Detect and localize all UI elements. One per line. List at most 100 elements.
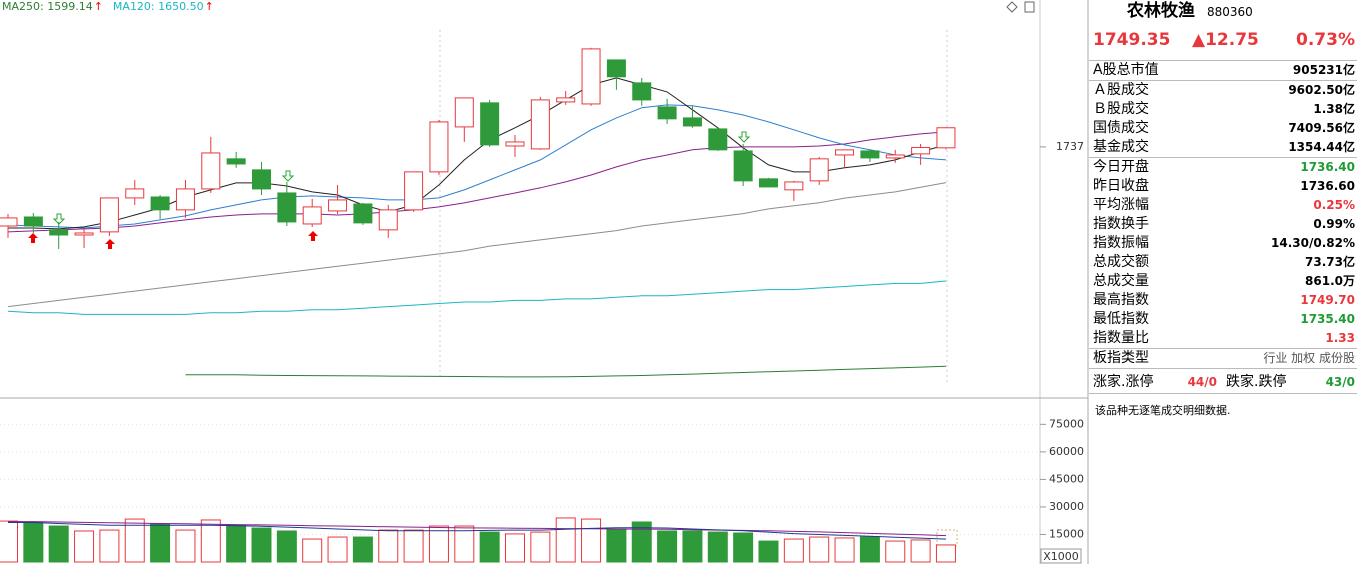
toolbar-icons[interactable]: [1006, 1, 1035, 13]
buy-signal: [105, 239, 115, 249]
label: 板指类型: [1093, 350, 1149, 366]
volume-bar: [885, 540, 906, 563]
stat-row: 总成交额 73.73亿: [1089, 253, 1357, 272]
legend-arrow: ↑: [205, 0, 214, 13]
sell-signal: [737, 131, 751, 143]
volume-bar: [707, 531, 728, 563]
index-code: 880360: [1207, 5, 1253, 19]
value: 43/0: [1325, 375, 1355, 389]
candle-body: [505, 141, 525, 147]
buy-signal: [28, 233, 38, 243]
label: 昨日收盘: [1093, 178, 1149, 194]
candle-body: [835, 149, 855, 156]
volume-ma-line: [8, 521, 947, 537]
icon[interactable]: [1006, 1, 1018, 13]
volume-bar: [378, 529, 399, 563]
value: 行业 加权 成份股: [1263, 351, 1355, 365]
volume-bar: [403, 529, 424, 563]
price: 1749.35: [1093, 30, 1171, 50]
candle-body: [632, 82, 652, 101]
volume-bar: [910, 539, 931, 563]
label: 指数量比: [1093, 330, 1149, 346]
candle-body: [885, 154, 905, 159]
value: 7409.56亿: [1288, 121, 1355, 135]
y-tick-label: 1737: [1056, 140, 1084, 153]
value: 1.33: [1325, 331, 1355, 345]
stat-row: 国债成交 7409.56亿: [1089, 119, 1357, 138]
y-tick-label: 75000: [1049, 417, 1084, 430]
candle-body: [74, 232, 94, 236]
stat-row: 总成交量 861.0万: [1089, 272, 1357, 291]
stat-row: 指数振幅 14.30/0.82%: [1089, 234, 1357, 253]
label: 跌家.跌停: [1226, 374, 1287, 390]
volume-bar: [809, 536, 830, 563]
label: A股总市值: [1093, 62, 1159, 78]
volume-bar: [834, 537, 855, 563]
divider: [1089, 393, 1357, 394]
candle-body: [480, 102, 500, 146]
candle-body: [404, 171, 424, 211]
label: 最低指数: [1093, 311, 1149, 327]
candle-body: [657, 106, 677, 120]
limit-row: 涨家.涨停 44/0 跌家.跌停 43/0: [1089, 373, 1357, 392]
volume-bar: [606, 528, 627, 563]
stat-row: 最低指数 1735.40: [1089, 310, 1357, 329]
sell-signal: [281, 170, 295, 182]
label: 基金成交: [1093, 139, 1149, 155]
ma-line: [7, 280, 947, 315]
candle-body: [860, 150, 880, 159]
volume-bar: [352, 536, 373, 563]
volume-bar: [454, 525, 475, 563]
buy-signal: [308, 231, 318, 241]
unit-box: [1040, 548, 1082, 564]
legend-text: MA250: 1599.14: [2, 0, 93, 13]
label: 指数振幅: [1093, 235, 1149, 251]
candle-body: [252, 169, 271, 190]
y-tick-label: 45000: [1049, 472, 1084, 485]
stat-row: 最高指数 1749.70: [1089, 291, 1357, 310]
volume-bar: [99, 529, 120, 563]
volume-bar: [302, 538, 323, 563]
divider: [1089, 80, 1357, 81]
volume-bar: [200, 519, 221, 563]
legend-text: MA120: 1650.50: [113, 0, 204, 13]
candle-body: [302, 206, 322, 225]
volume-bar: [428, 525, 449, 563]
candle-body: [708, 128, 728, 151]
volume-bar: [74, 530, 95, 563]
y-tick-label: 30000: [1049, 500, 1084, 513]
candle-body: [353, 203, 373, 224]
candle-body: [759, 178, 778, 188]
label: 今日开盘: [1093, 159, 1149, 175]
info-panel: 农林牧渔 880360 1749.35 ▲12.75 0.73% A股总市值 90…: [1089, 0, 1357, 564]
value: 1736.40: [1300, 160, 1355, 174]
value: 73.73亿: [1305, 255, 1355, 269]
index-name: 农林牧渔: [1127, 1, 1195, 21]
label: 国债成交: [1093, 120, 1149, 136]
stat-row: Ａ股成交 9602.50亿: [1089, 81, 1357, 100]
value: 905231亿: [1292, 63, 1355, 77]
icon[interactable]: [1024, 1, 1035, 13]
candle-body: [277, 192, 297, 223]
value: 0.25%: [1313, 198, 1355, 212]
y-tick-label: 60000: [1049, 445, 1084, 458]
stat-row: 基金成交 1354.44亿: [1089, 138, 1357, 157]
volume-bar: [530, 531, 551, 563]
stat-row: A股总市值 905231亿: [1089, 61, 1357, 80]
candle-body: [581, 48, 601, 105]
candle-body: [429, 121, 449, 173]
candle-body: [99, 197, 119, 233]
candle-body: [936, 127, 956, 149]
volume-bar: [581, 518, 602, 563]
note: 该品种无逐笔成交明细数据.: [1095, 404, 1231, 417]
ma-line: [7, 104, 947, 229]
stat-row: 昨日收盘 1736.60: [1089, 177, 1357, 196]
label: 最高指数: [1093, 292, 1149, 308]
candle-body: [328, 199, 348, 212]
volume-bar: [859, 536, 880, 563]
label: 平均涨幅: [1093, 197, 1149, 213]
volume-bar: [276, 530, 297, 563]
stat-row: 今日开盘 1736.40: [1089, 158, 1357, 177]
volume-bar: [631, 521, 652, 563]
divider: [1089, 348, 1357, 349]
